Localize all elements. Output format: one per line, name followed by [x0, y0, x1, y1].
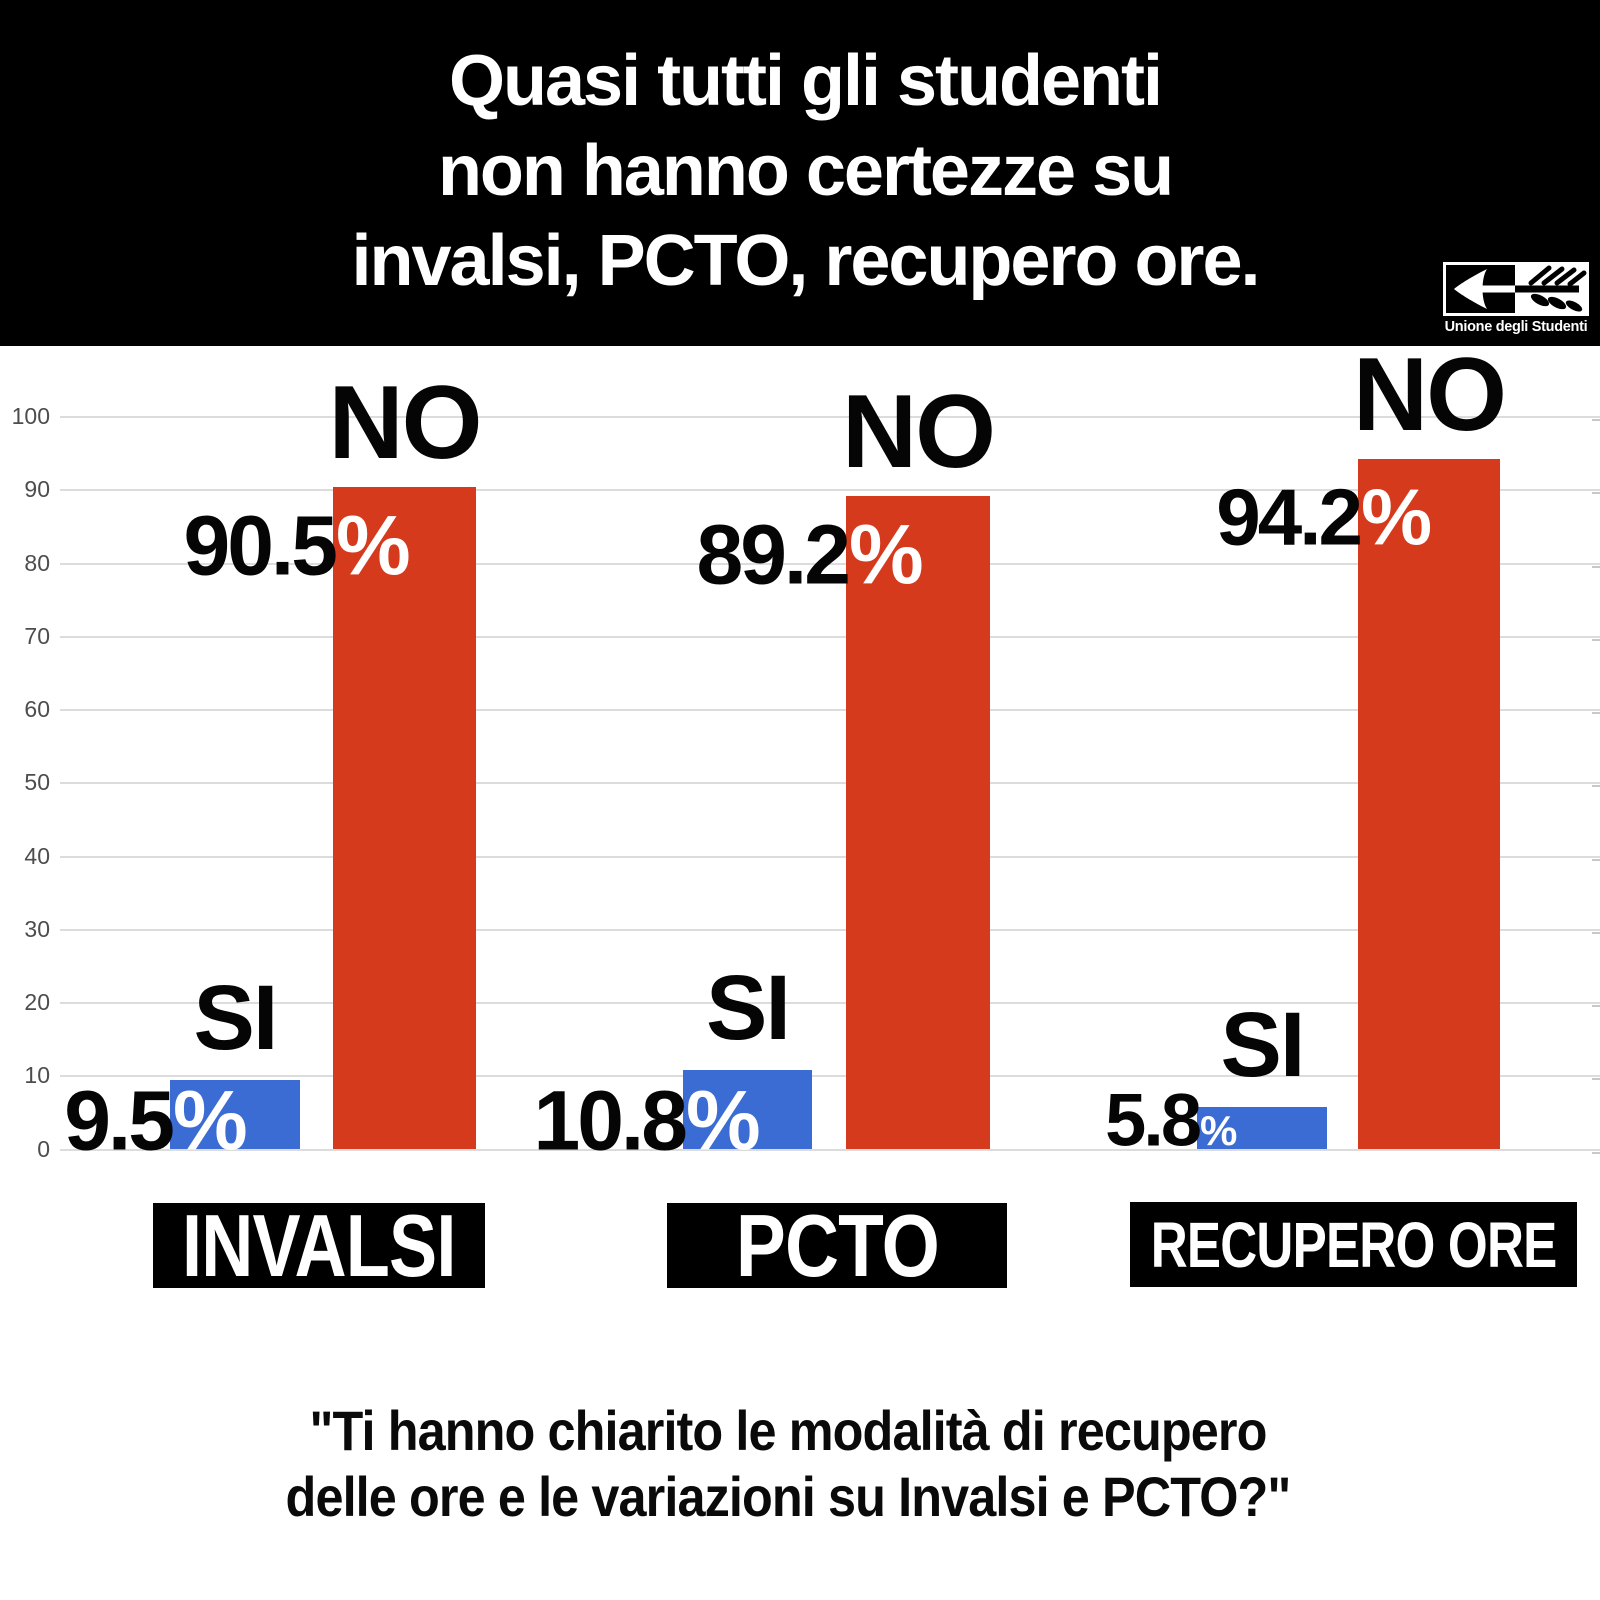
category-label-pcto: PCTO: [667, 1195, 1007, 1295]
gridline: [60, 562, 1600, 565]
y-axis-label: 20: [24, 989, 50, 1015]
bar-si-pcto: [683, 1070, 812, 1150]
y-axis-label: 60: [24, 696, 50, 722]
right-axis-tick: [1592, 785, 1600, 788]
right-axis-tick: [1592, 565, 1600, 568]
gridline: [60, 1075, 1600, 1078]
right-axis-tick: [1592, 1078, 1600, 1081]
value-suffix-no-invalsi: %: [336, 497, 411, 592]
right-axis-tick: [1592, 931, 1600, 934]
right-axis-tick: [1592, 1151, 1600, 1154]
series-label-si-invalsi: SI: [193, 966, 279, 1069]
bar-si-recupero-ore: [1197, 1107, 1327, 1150]
right-axis-tick: [1592, 419, 1600, 421]
survey-question: "Ti hanno chiarito le modalità di recupe…: [79, 1398, 1497, 1530]
y-axis-label: 40: [24, 842, 50, 869]
y-axis-label: 30: [24, 915, 50, 942]
value-label-si-invalsi: 9.5: [64, 1073, 175, 1168]
gridline: [60, 1002, 1600, 1004]
question-line-2: delle ore e le variazioni su Invalsi e P…: [285, 1465, 1292, 1528]
y-axis-label: 10: [24, 1062, 50, 1089]
value-suffix-no-pcto: %: [849, 507, 924, 602]
bar-no-pcto: [846, 496, 990, 1150]
bar-chart: 0 10 20 30 40 50 60 70 80 90 100 SI 9.5% NO 90.5% INVAL…: [0, 337, 1600, 1600]
gridline: [60, 489, 1600, 492]
value-suffix-si-pcto: %: [686, 1073, 761, 1168]
gridline: [60, 1148, 1600, 1151]
uds-logo: Unione degli Studenti: [1443, 262, 1589, 338]
value-label-no-recupero-ore: 94.2: [1216, 472, 1363, 562]
y-axis-label: 70: [24, 622, 50, 649]
category-label-text-recupero-ore: RECUPERO ORE: [1150, 1208, 1558, 1281]
gridline: [60, 782, 1600, 785]
category-label-recupero-ore: RECUPERO ORE: [1130, 1202, 1577, 1287]
category-label-invalsi: INVALSI: [153, 1195, 485, 1295]
title-line-3: invalsi, PCTO, recupero ore.: [351, 221, 1261, 301]
uds-logo-label: Unione degli Studenti: [1444, 319, 1588, 335]
series-label-no-recupero-ore: NO: [1353, 337, 1507, 454]
value-label-si-recupero-ore: 5.8: [1105, 1078, 1202, 1162]
right-axis-tick: [1592, 638, 1600, 641]
gridline: [60, 855, 1600, 858]
series-label-si-recupero-ore: SI: [1220, 994, 1306, 1096]
title-line-1: Quasi tutti gli studenti: [449, 41, 1163, 121]
header: Quasi tutti gli studenti non hanno certe…: [0, 0, 1600, 346]
value-label-si-pcto: 10.8: [533, 1073, 688, 1168]
arrow-branch-logo-icon: [1443, 262, 1589, 316]
right-axis-tick: [1592, 492, 1600, 495]
gridline: [60, 928, 1600, 931]
bar-no-invalsi: [333, 486, 476, 1150]
y-axis-label: 100: [11, 403, 50, 429]
question-line-1: "Ti hanno chiarito le modalità di recupe…: [309, 1399, 1268, 1462]
bar-si-invalsi: [170, 1079, 300, 1150]
page-title: Quasi tutti gli studenti non hanno certe…: [10, 36, 1600, 306]
bar-no-recupero-ore: [1358, 459, 1500, 1150]
gridline: [60, 635, 1600, 638]
series-label-no-invalsi: NO: [328, 364, 483, 481]
gridline: [60, 709, 1600, 711]
right-axis-tick: [1592, 858, 1600, 861]
y-axis-label: 0: [37, 1135, 50, 1162]
value-label-no-invalsi: 90.5: [183, 497, 338, 592]
right-axis-tick: [1592, 1005, 1600, 1007]
right-axis-tick: [1592, 712, 1600, 714]
value-suffix-si-recupero-ore: %: [1200, 1106, 1238, 1154]
y-axis-label: 80: [24, 549, 50, 576]
series-label-si-pcto: SI: [706, 957, 791, 1060]
y-axis-label: 50: [24, 769, 50, 796]
title-line-2: non hanno certezze su: [437, 131, 1174, 211]
y-axis-label: 90: [24, 476, 50, 503]
category-label-text-pcto: PCTO: [735, 1195, 939, 1295]
category-label-text-invalsi: INVALSI: [182, 1195, 456, 1295]
series-label-no-pcto: NO: [842, 374, 996, 491]
value-suffix-no-recupero-ore: %: [1361, 472, 1433, 562]
value-suffix-si-invalsi: %: [173, 1073, 248, 1168]
value-label-no-pcto: 89.2: [696, 507, 851, 602]
gridline: [60, 416, 1600, 418]
